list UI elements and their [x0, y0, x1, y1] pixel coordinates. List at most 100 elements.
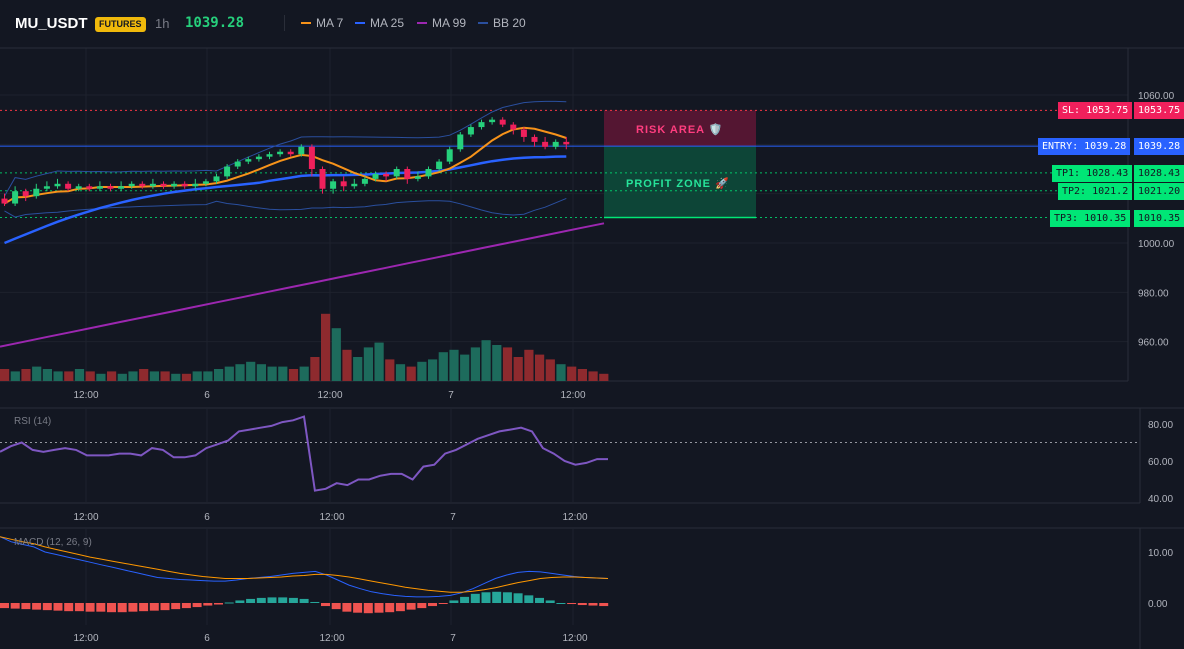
macd-time-tick: 6 — [204, 633, 210, 644]
macd-histogram-bar — [321, 603, 330, 607]
volume-bar — [492, 345, 502, 381]
tp3-label: TP3: 1010.35 — [1050, 210, 1131, 227]
candle-body — [12, 191, 19, 204]
macd-histogram-bar — [524, 595, 534, 603]
volume-bar — [577, 369, 587, 381]
volume-bar — [374, 342, 384, 381]
macd-histogram-bar — [0, 603, 9, 609]
volume-bar — [331, 328, 341, 381]
macd-histogram-bar — [556, 603, 566, 604]
legend-ma99[interactable]: MA 99 — [417, 16, 466, 30]
macd-histogram-bar — [470, 593, 480, 603]
legend-label: BB 20 — [493, 16, 526, 30]
timeframe-label[interactable]: 1h — [155, 16, 170, 31]
legend-ma25[interactable]: MA 25 — [355, 16, 404, 30]
candle-body — [298, 146, 305, 155]
trade-levels — [0, 109, 1128, 218]
symbol-name[interactable]: MU_USDT — [15, 15, 88, 32]
profit-zone-box — [604, 146, 756, 218]
volume-bar — [310, 357, 320, 381]
bb-upper — [4, 100, 567, 197]
macd-time-tick: 12:00 — [562, 633, 587, 644]
macd-histogram-bar — [192, 603, 202, 608]
macd-time-tick: 12:00 — [319, 633, 344, 644]
volume-bar — [203, 371, 213, 381]
macd-histogram-bar — [428, 603, 437, 607]
volume-bar — [139, 369, 149, 381]
volume-bar — [524, 349, 534, 381]
profit-zone-label: PROFIT ZONE 🚀 — [626, 178, 730, 190]
time-tick: 12:00 — [560, 390, 585, 401]
sl-value: 1053.75 — [1134, 102, 1184, 119]
macd-line — [0, 536, 609, 598]
price-tick: 980.00 — [1138, 288, 1169, 299]
legend-swatch — [355, 22, 365, 24]
macd-histogram-bar — [246, 598, 256, 603]
candle-body — [414, 176, 421, 179]
macd-histogram-bar — [513, 593, 523, 603]
macd-histogram-bar — [181, 603, 191, 609]
candle-body — [96, 186, 103, 189]
macd-histogram-bar — [353, 603, 363, 613]
price-tick: 1000.00 — [1138, 239, 1175, 250]
volume-bar — [567, 366, 577, 381]
macd-histogram-bar — [96, 603, 106, 612]
candle-body — [86, 186, 93, 189]
macd-histogram-bar — [288, 597, 298, 603]
volume-bar — [256, 364, 266, 381]
volume-bar — [502, 347, 513, 381]
volume-bar — [321, 313, 331, 381]
volume-bar — [406, 366, 416, 381]
candle-body — [43, 186, 50, 189]
macd-histogram-bar — [149, 603, 159, 611]
volume-bar — [85, 371, 95, 381]
volume-bar — [0, 369, 10, 381]
candle-body — [160, 183, 167, 187]
macd-histogram-bar — [128, 603, 138, 612]
volume-bar — [395, 364, 406, 381]
macd-histogram-bar — [64, 603, 74, 612]
legend-bb20[interactable]: BB 20 — [478, 16, 526, 30]
candle-body — [149, 183, 156, 187]
volume-bar — [107, 371, 117, 381]
candle-body — [383, 173, 390, 177]
macd-histogram-bar — [42, 603, 52, 611]
candle-body — [457, 134, 464, 150]
volume-bar — [513, 357, 523, 381]
legend-ma7[interactable]: MA 7 — [301, 16, 343, 30]
volume-bar — [74, 369, 85, 381]
macd-histogram-bar — [117, 603, 127, 613]
macd-histogram-bar — [160, 603, 170, 611]
candle-body — [393, 169, 400, 177]
moving-averages — [0, 126, 605, 348]
rsi-time-tick: 12:00 — [319, 512, 344, 523]
rsi-label: RSI (14) — [14, 416, 52, 427]
candle-body — [234, 161, 241, 167]
macd-signal-line — [0, 536, 609, 593]
volume-bar — [438, 352, 448, 381]
volume-bar — [342, 349, 352, 381]
price-tick: 1060.00 — [1138, 91, 1175, 102]
macd-histogram-bar — [310, 601, 320, 603]
macd-histogram-bar — [21, 603, 31, 610]
volume-bar — [128, 371, 138, 381]
macd-histogram-bar — [460, 596, 470, 603]
candle-body — [118, 186, 125, 189]
candle-body — [467, 127, 474, 135]
macd-histogram-bar — [395, 603, 405, 612]
macd-histogram-bar — [374, 603, 384, 613]
volume-bar — [53, 371, 63, 381]
volume-bar — [363, 347, 373, 381]
macd-histogram-bar — [417, 603, 427, 609]
volume-bar — [299, 366, 309, 381]
candle-body — [287, 151, 294, 155]
candle-body — [224, 166, 231, 177]
rsi-time-tick: 6 — [204, 512, 210, 523]
macd-histogram-bar — [214, 603, 223, 605]
macd-histogram-bar — [545, 600, 555, 603]
macd-histogram-bar — [107, 603, 116, 613]
volume-bar — [160, 371, 170, 381]
volume-bar — [181, 373, 192, 381]
volume-bar — [42, 369, 52, 381]
